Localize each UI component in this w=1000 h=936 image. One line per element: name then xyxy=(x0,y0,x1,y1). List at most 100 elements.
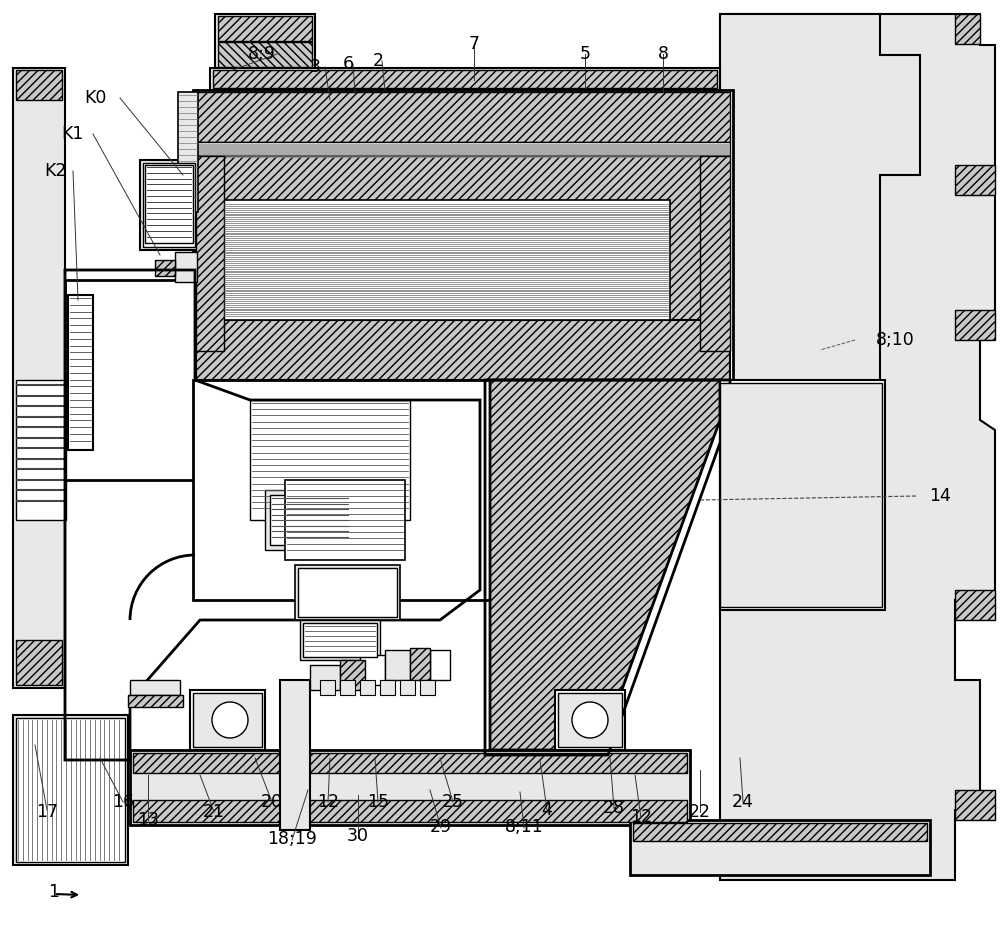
Bar xyxy=(430,650,450,680)
Text: 3: 3 xyxy=(310,58,320,77)
Bar xyxy=(143,163,195,247)
Bar xyxy=(555,690,625,750)
Bar xyxy=(155,260,175,276)
Bar xyxy=(196,320,730,380)
Bar xyxy=(178,92,198,212)
Bar xyxy=(145,165,193,243)
Bar xyxy=(218,42,312,67)
Bar xyxy=(196,156,224,351)
Bar xyxy=(285,480,405,560)
Bar xyxy=(196,156,730,351)
Text: 20: 20 xyxy=(261,793,283,812)
Polygon shape xyxy=(720,14,995,880)
Bar xyxy=(720,383,882,607)
Bar xyxy=(340,680,355,695)
Bar xyxy=(380,680,395,695)
Bar xyxy=(298,568,397,617)
Polygon shape xyxy=(490,380,720,750)
Bar xyxy=(360,655,385,685)
Text: 8;11: 8;11 xyxy=(505,818,543,837)
Text: 8;9: 8;9 xyxy=(248,45,276,64)
Bar xyxy=(193,693,262,747)
Bar xyxy=(300,620,380,660)
Bar xyxy=(955,14,980,44)
Bar xyxy=(210,68,720,90)
Bar xyxy=(196,142,730,156)
Bar xyxy=(310,665,340,690)
Bar xyxy=(270,495,350,545)
Bar xyxy=(213,70,717,88)
Bar xyxy=(303,623,377,657)
Text: 16: 16 xyxy=(112,793,134,812)
Bar xyxy=(250,400,410,520)
Text: 6: 6 xyxy=(342,54,354,73)
Text: 8;10: 8;10 xyxy=(876,330,914,349)
Text: 21: 21 xyxy=(203,803,225,822)
Bar xyxy=(410,648,430,680)
Text: 8: 8 xyxy=(658,45,668,64)
Bar xyxy=(128,695,183,707)
Bar xyxy=(133,753,687,773)
Text: 2: 2 xyxy=(372,51,384,70)
Bar xyxy=(190,690,265,750)
Bar xyxy=(193,380,493,600)
Polygon shape xyxy=(720,14,920,600)
Bar xyxy=(218,16,312,41)
Bar xyxy=(133,800,687,822)
Text: 18;19: 18;19 xyxy=(267,829,317,848)
Bar xyxy=(630,820,930,875)
Text: 28: 28 xyxy=(603,798,625,817)
Text: 30: 30 xyxy=(347,826,369,845)
Text: K1: K1 xyxy=(61,124,83,143)
Bar xyxy=(220,200,670,320)
Bar xyxy=(16,718,125,862)
Bar xyxy=(700,156,730,351)
Text: 24: 24 xyxy=(732,793,754,812)
Text: 15: 15 xyxy=(367,793,389,812)
Bar xyxy=(16,380,66,520)
Bar xyxy=(633,823,927,841)
Text: 22: 22 xyxy=(689,803,711,822)
Text: 12: 12 xyxy=(317,793,339,812)
Bar xyxy=(400,680,415,695)
Bar xyxy=(340,660,365,690)
Bar xyxy=(196,92,730,142)
Bar xyxy=(140,160,198,250)
Circle shape xyxy=(572,702,608,738)
Text: K0: K0 xyxy=(84,89,106,108)
Text: 29: 29 xyxy=(430,818,452,837)
Text: 12: 12 xyxy=(630,808,652,826)
Bar xyxy=(295,565,400,620)
Bar xyxy=(558,693,622,747)
Bar xyxy=(193,90,733,400)
Text: 1: 1 xyxy=(48,883,60,901)
Bar xyxy=(280,680,310,830)
Bar xyxy=(175,252,197,282)
Text: 7: 7 xyxy=(468,35,480,53)
Bar xyxy=(13,715,128,865)
Bar xyxy=(16,640,62,685)
Bar xyxy=(720,380,885,610)
Bar xyxy=(13,68,65,688)
Text: 4: 4 xyxy=(542,800,552,819)
Bar xyxy=(955,165,995,195)
Text: 5: 5 xyxy=(580,45,590,64)
Text: 14: 14 xyxy=(929,487,951,505)
Bar xyxy=(955,790,995,820)
Bar xyxy=(320,680,335,695)
Bar xyxy=(130,750,690,825)
Bar xyxy=(955,590,995,620)
Bar xyxy=(16,70,62,100)
Bar xyxy=(130,680,180,695)
Bar xyxy=(360,680,375,695)
Bar xyxy=(68,295,93,450)
Bar xyxy=(420,680,435,695)
Bar xyxy=(955,310,995,340)
Bar xyxy=(215,14,315,69)
Bar xyxy=(265,490,355,550)
Text: 13: 13 xyxy=(137,811,159,829)
Text: 17: 17 xyxy=(36,802,58,821)
Text: K2: K2 xyxy=(44,162,66,181)
Circle shape xyxy=(212,702,248,738)
Bar xyxy=(65,280,195,480)
